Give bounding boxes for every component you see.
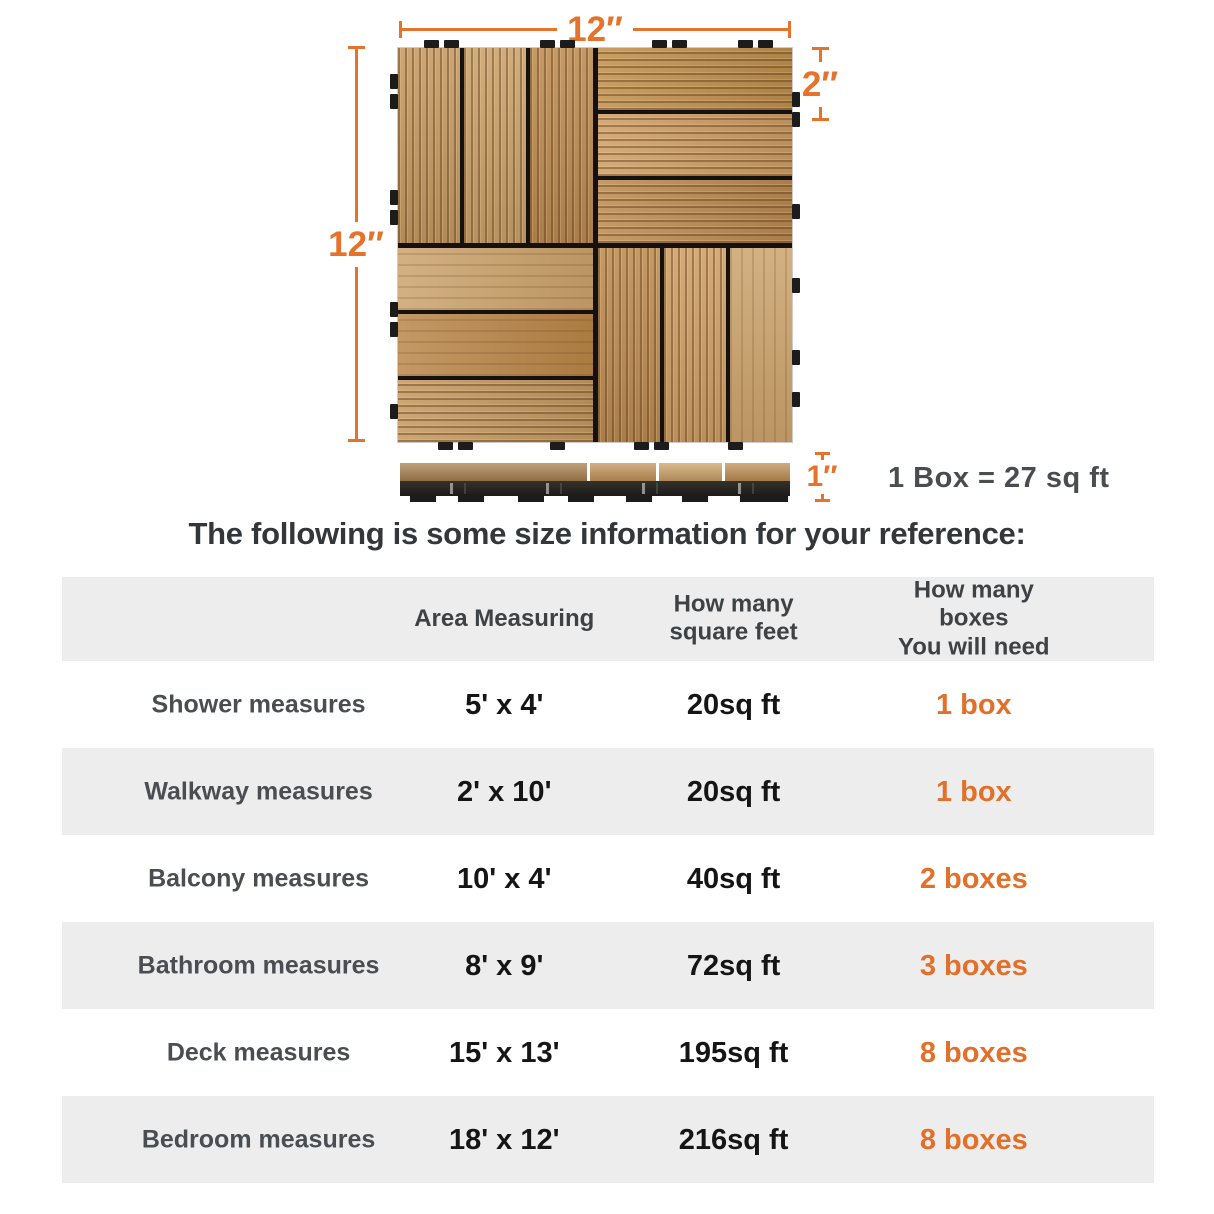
base-feet <box>410 496 436 502</box>
table-row: Walkway measures 2' x 10' 20sq ft 1 box <box>62 748 1154 835</box>
wood-slat <box>597 48 792 111</box>
table-row: Deck measures 15' x 13' 195sq ft 8 boxes <box>62 1009 1154 1096</box>
wood-slat <box>597 114 792 177</box>
cell-area-label: Balcony measures <box>148 863 370 892</box>
column-header-area-measuring: Area Measuring <box>414 604 595 632</box>
dimension-tick <box>811 47 829 50</box>
wood-segment <box>400 463 588 481</box>
wood-slat <box>663 247 726 442</box>
thickness-dimension-label: 1″ <box>806 460 838 493</box>
cell-measuring: 5' x 4' <box>465 688 544 721</box>
wood-slat <box>597 247 660 442</box>
wood-segment <box>659 463 722 481</box>
dimension-tick <box>811 118 829 121</box>
side-view-wood-layer <box>400 463 790 481</box>
width-dimension: 12″ <box>399 9 792 49</box>
tile-quadrant-horizontal-slats <box>398 247 593 442</box>
slat-width-dimension: 2″ <box>797 47 843 121</box>
wood-slat <box>597 180 792 243</box>
cell-measuring: 10' x 4' <box>457 862 552 895</box>
cell-measuring: 8' x 9' <box>465 949 544 982</box>
column-header-boxes-needed: How many boxes You will need <box>898 576 1050 661</box>
dimension-line <box>820 494 824 499</box>
tile-clip <box>390 74 398 89</box>
wood-slat <box>398 247 593 310</box>
cell-area-label: Walkway measures <box>144 776 373 805</box>
tile-quadrant-horizontal-slats <box>597 48 792 243</box>
dimension-tick <box>814 499 830 502</box>
table-row: Bedroom measures 18' x 12' 216sq ft 8 bo… <box>62 1096 1154 1183</box>
deck-tile-side-view <box>400 463 790 503</box>
wood-slat <box>398 313 593 376</box>
table-row: Shower measures 5' x 4' 20sq ft 1 box <box>62 661 1154 748</box>
deck-tile-top-view <box>390 40 800 450</box>
wood-slat <box>729 247 792 442</box>
wood-slat <box>464 48 527 243</box>
cell-square-feet: 195sq ft <box>678 1036 789 1069</box>
wood-segment <box>590 463 657 481</box>
cell-square-feet: 40sq ft <box>686 862 781 895</box>
cell-boxes-needed: 8 boxes <box>919 1036 1028 1069</box>
tile-quadrant-vertical-slats <box>597 247 792 442</box>
dimension-tick <box>788 20 792 38</box>
dimension-line <box>402 27 558 31</box>
thickness-dimension: 1″ <box>802 452 842 502</box>
dimension-tick <box>399 20 402 38</box>
dimension-line <box>820 455 824 460</box>
cell-square-feet: 20sq ft <box>686 688 781 721</box>
page-title: The following is some size information f… <box>188 516 1026 551</box>
cell-boxes-needed: 2 boxes <box>919 862 1028 895</box>
cell-measuring: 2' x 10' <box>457 775 552 808</box>
wood-segment <box>724 463 790 481</box>
wood-slat <box>530 48 593 243</box>
cell-square-feet: 20sq ft <box>686 775 781 808</box>
table-header-row: Area Measuring How many square feet How … <box>62 577 1154 661</box>
slat-width-dimension-label: 2″ <box>801 64 839 104</box>
tile-clip <box>792 92 800 107</box>
dimension-line <box>354 49 358 222</box>
dimension-tick <box>347 46 365 49</box>
dimension-tick <box>814 452 830 455</box>
dimension-line <box>818 50 822 62</box>
size-reference-table: Area Measuring How many square feet How … <box>62 577 1154 1183</box>
wood-slat <box>398 379 593 442</box>
column-header-square-feet: How many square feet <box>669 590 798 646</box>
box-coverage-note: 1 Box = 27 sq ft <box>888 462 1110 494</box>
cell-area-label: Deck measures <box>166 1037 351 1066</box>
table-row: Bathroom measures 8' x 9' 72sq ft 3 boxe… <box>62 922 1154 1009</box>
height-dimension-label: 12″ <box>328 224 384 264</box>
cell-area-label: Shower measures <box>151 689 366 718</box>
wood-slat <box>398 48 461 243</box>
cell-measuring: 18' x 12' <box>448 1123 560 1156</box>
dimension-line <box>354 266 358 439</box>
height-dimension: 12″ <box>328 46 384 442</box>
tile-clip <box>424 40 439 48</box>
table-row: Balcony measures 10' x 4' 40sq ft 2 boxe… <box>62 835 1154 922</box>
cell-square-feet: 216sq ft <box>678 1123 789 1156</box>
tile-clip <box>438 442 453 450</box>
cell-boxes-needed: 8 boxes <box>919 1123 1028 1156</box>
cell-measuring: 15' x 13' <box>448 1036 560 1069</box>
cell-area-label: Bathroom measures <box>137 950 380 979</box>
dimension-line <box>632 27 789 31</box>
cell-square-feet: 72sq ft <box>686 949 781 982</box>
cell-boxes-needed: 1 box <box>935 775 1012 808</box>
cell-area-label: Bedroom measures <box>141 1124 376 1153</box>
dimension-tick <box>347 439 365 442</box>
tile-quadrant-vertical-slats <box>398 48 593 243</box>
cell-boxes-needed: 1 box <box>935 688 1012 721</box>
base-slits <box>406 483 784 494</box>
dimension-line <box>818 106 822 118</box>
width-dimension-label: 12″ <box>567 9 623 49</box>
side-view-plastic-base <box>400 481 790 496</box>
cell-boxes-needed: 3 boxes <box>919 949 1028 982</box>
